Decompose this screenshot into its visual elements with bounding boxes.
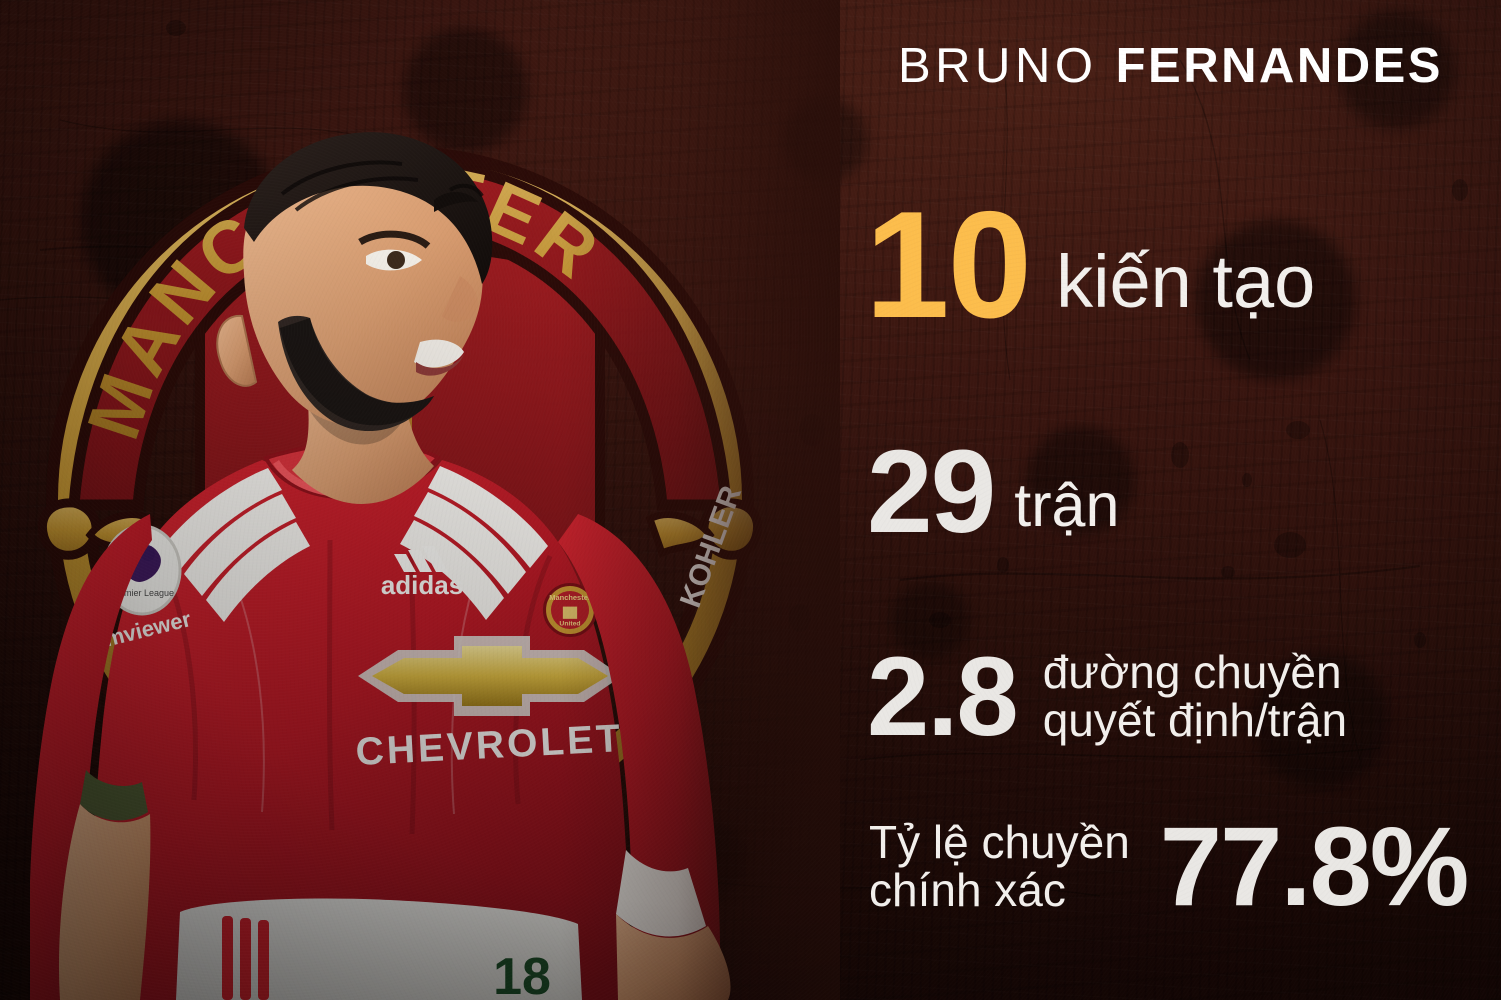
stat-label-key-passes-line2: quyết định/trận bbox=[1042, 693, 1348, 746]
stat-row-matches: 29 trận bbox=[867, 426, 1120, 558]
stat-value-matches: 29 bbox=[867, 426, 996, 558]
stat-label-pass-accuracy: Tỷ lệ chuyền chính xác bbox=[869, 815, 1130, 916]
stat-row-pass-accuracy: Tỷ lệ chuyền chính xác 77.8% bbox=[869, 804, 1470, 929]
player-first-name: BRUNO bbox=[897, 39, 1098, 93]
stat-row-assists: 10 kiến tạo bbox=[865, 180, 1316, 350]
stat-label-key-passes: đường chuyền quyết định/trận bbox=[1042, 645, 1348, 746]
stat-value-pass-accuracy: 77.8% bbox=[1159, 804, 1470, 929]
stat-value-assists: 10 bbox=[865, 180, 1032, 350]
stat-label-pass-accuracy-line2: chính xác bbox=[869, 863, 1066, 916]
stat-row-key-passes: 2.8 đường chuyền quyết định/trận bbox=[867, 634, 1348, 759]
stat-label-assists: kiến tạo bbox=[1056, 240, 1316, 323]
stat-value-key-passes: 2.8 bbox=[867, 634, 1019, 759]
stat-label-pass-accuracy-line1: Tỷ lệ chuyền bbox=[869, 815, 1130, 868]
stat-label-matches: trận bbox=[1014, 471, 1120, 539]
stats-panel: BRUNO FERNANDES 10 kiến tạo 29 trận 2.8 … bbox=[855, 0, 1501, 1000]
stat-label-key-passes-line1: đường chuyền bbox=[1042, 645, 1342, 698]
page-title: BRUNO FERNANDES bbox=[898, 42, 1443, 91]
player-last-name: FERNANDES bbox=[1115, 39, 1443, 93]
